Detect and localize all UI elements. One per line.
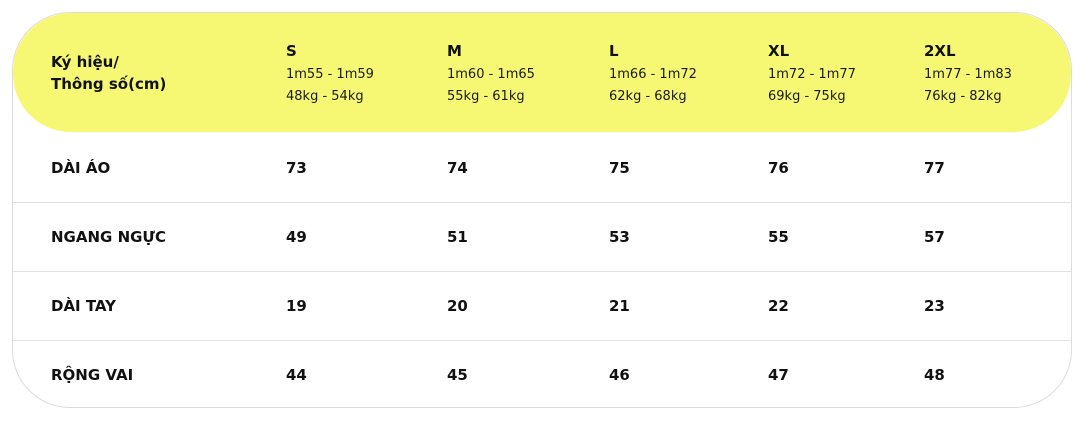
size-height-range: 1m72 - 1m77 [768,67,856,82]
table-cell: 48 [924,366,945,384]
table-cell: 47 [768,366,789,384]
table-cell: 55 [768,228,789,246]
corner-label-line2: Thông số(cm) [51,75,167,93]
size-chart-table: Ký hiệu/ Thông số(cm) S 1m55 - 1m59 48kg… [12,12,1072,408]
table-cell: 44 [286,366,307,384]
table-cell: 21 [609,297,630,315]
size-header-l: L 1m66 - 1m72 62kg - 68kg [609,41,697,108]
table-cell: 75 [609,159,630,177]
size-weight-range: 76kg - 82kg [924,89,1002,104]
table-row: RỘNG VAI 44 45 46 47 48 [13,341,1071,407]
size-weight-range: 48kg - 54kg [286,89,364,104]
table-cell: 57 [924,228,945,246]
size-chart-header: Ký hiệu/ Thông số(cm) S 1m55 - 1m59 48kg… [13,13,1071,132]
table-cell: 73 [286,159,307,177]
table-cell: 23 [924,297,945,315]
table-cell: 74 [447,159,468,177]
size-name: M [447,42,462,60]
size-header-2xl: 2XL 1m77 - 1m83 76kg - 82kg [924,41,1012,108]
table-cell: 53 [609,228,630,246]
row-label: DÀI TAY [51,297,116,315]
table-cell: 77 [924,159,945,177]
table-cell: 19 [286,297,307,315]
table-cell: 45 [447,366,468,384]
row-label: RỘNG VAI [51,366,134,384]
table-cell: 20 [447,297,468,315]
row-label: DÀI ÁO [51,159,111,177]
size-height-range: 1m77 - 1m83 [924,67,1012,82]
size-weight-range: 69kg - 75kg [768,89,846,104]
table-cell: 49 [286,228,307,246]
corner-label: Ký hiệu/ Thông số(cm) [51,51,166,95]
table-cell: 22 [768,297,789,315]
size-height-range: 1m66 - 1m72 [609,67,697,82]
row-label: NGANG NGỰC [51,228,166,246]
size-header-m: M 1m60 - 1m65 55kg - 61kg [447,41,535,108]
size-header-xl: XL 1m72 - 1m77 69kg - 75kg [768,41,856,108]
size-height-range: 1m60 - 1m65 [447,67,535,82]
table-row: NGANG NGỰC 49 51 53 55 57 [13,203,1071,272]
size-name: L [609,42,619,60]
size-height-range: 1m55 - 1m59 [286,67,374,82]
size-weight-range: 62kg - 68kg [609,89,687,104]
table-cell: 76 [768,159,789,177]
size-weight-range: 55kg - 61kg [447,89,525,104]
table-cell: 51 [447,228,468,246]
table-row: DÀI TAY 19 20 21 22 23 [13,272,1071,341]
table-row: DÀI ÁO 73 74 75 76 77 [13,134,1071,203]
size-header-s: S 1m55 - 1m59 48kg - 54kg [286,41,374,108]
corner-label-line1: Ký hiệu/ [51,53,119,71]
size-name: S [286,42,297,60]
table-cell: 46 [609,366,630,384]
size-name: XL [768,42,790,60]
size-name: 2XL [924,42,956,60]
